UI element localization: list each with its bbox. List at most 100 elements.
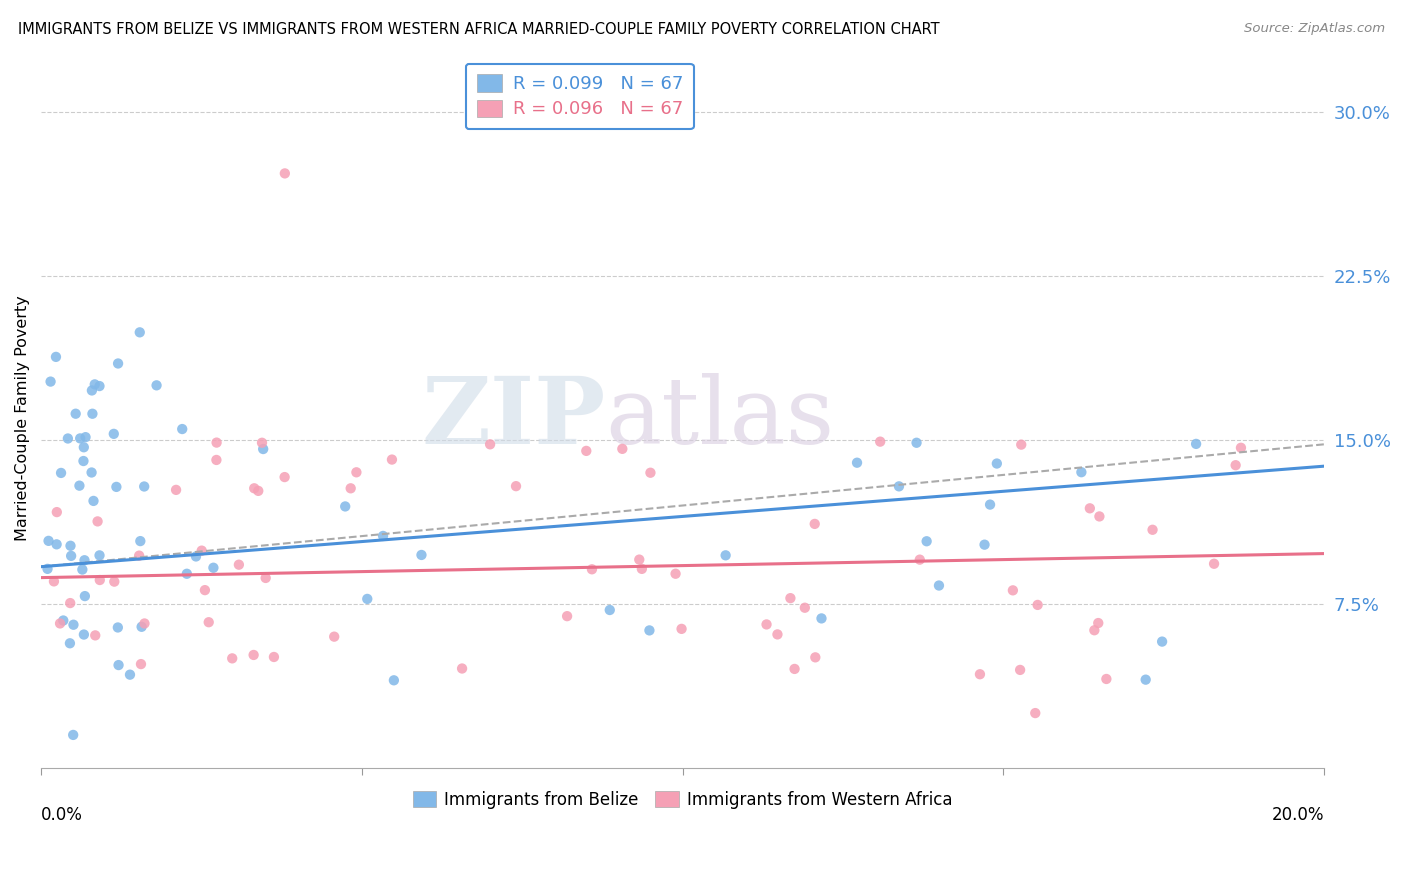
Point [793, 600, 815, 615]
Point [165, 483, 187, 497]
Text: 0.0%: 0.0% [41, 806, 83, 824]
Point [599, 603, 621, 617]
Point [69, 431, 91, 445]
Point [1070, 465, 1092, 479]
Point [1024, 706, 1046, 720]
Point [52, 614, 75, 628]
Point [628, 552, 651, 566]
Point [1010, 663, 1032, 677]
Point [979, 498, 1001, 512]
Point [671, 622, 693, 636]
Point [228, 558, 250, 572]
Point [62, 728, 84, 742]
Point [49, 616, 72, 631]
Point [755, 617, 778, 632]
Point [221, 651, 243, 665]
Point [80, 384, 103, 398]
Point [1185, 437, 1208, 451]
Point [1225, 458, 1247, 473]
Text: IMMIGRANTS FROM BELIZE VS IMMIGRANTS FROM WESTERN AFRICA MARRIED-COUPLE FAMILY P: IMMIGRANTS FROM BELIZE VS IMMIGRANTS FRO… [18, 22, 939, 37]
Text: ZIP: ZIP [422, 373, 606, 463]
Point [274, 166, 297, 180]
Point [128, 549, 150, 563]
Point [581, 562, 603, 576]
Point [451, 661, 474, 675]
Point [86, 515, 108, 529]
Point [80, 466, 103, 480]
Point [134, 616, 156, 631]
Point [356, 591, 378, 606]
Point [810, 611, 832, 625]
Legend: Immigrants from Belize, Immigrants from Western Africa: Immigrants from Belize, Immigrants from … [406, 784, 959, 815]
Point [766, 627, 789, 641]
Point [505, 479, 527, 493]
Point [172, 422, 194, 436]
Point [905, 435, 928, 450]
Point [1078, 501, 1101, 516]
Point [631, 562, 654, 576]
Point [344, 465, 367, 479]
Point [72, 454, 94, 468]
Point [973, 538, 995, 552]
Point [129, 534, 152, 549]
Point [194, 583, 217, 598]
Point [382, 673, 405, 688]
Point [59, 539, 82, 553]
Point [928, 578, 950, 592]
Point [145, 378, 167, 392]
Point [1230, 441, 1253, 455]
Point [254, 571, 277, 585]
Point [103, 574, 125, 589]
Point [1202, 557, 1225, 571]
Point [89, 549, 111, 563]
Point [640, 466, 662, 480]
Point [411, 548, 433, 562]
Point [205, 435, 228, 450]
Point [846, 456, 869, 470]
Point [243, 481, 266, 495]
Point [73, 589, 96, 603]
Point [1087, 615, 1109, 630]
Point [38, 533, 60, 548]
Point [72, 563, 94, 577]
Point [89, 379, 111, 393]
Point [779, 591, 801, 606]
Point [205, 453, 228, 467]
Point [915, 534, 938, 549]
Point [263, 650, 285, 665]
Point [82, 494, 104, 508]
Point [59, 596, 82, 610]
Point [969, 667, 991, 681]
Point [39, 375, 62, 389]
Point [118, 667, 141, 681]
Point [335, 500, 357, 514]
Point [107, 620, 129, 634]
Point [1095, 672, 1118, 686]
Y-axis label: Married-Couple Family Poverty: Married-Couple Family Poverty [15, 295, 30, 541]
Text: atlas: atlas [606, 373, 835, 463]
Point [176, 566, 198, 581]
Point [134, 479, 156, 493]
Point [65, 407, 87, 421]
Point [131, 620, 153, 634]
Point [323, 630, 346, 644]
Point [575, 443, 598, 458]
Point [56, 432, 79, 446]
Point [103, 426, 125, 441]
Point [339, 481, 361, 495]
Point [202, 560, 225, 574]
Point [184, 549, 207, 564]
Point [107, 658, 129, 673]
Point [803, 516, 825, 531]
Point [1088, 509, 1111, 524]
Point [908, 552, 931, 566]
Point [42, 574, 65, 589]
Point [59, 636, 82, 650]
Point [612, 442, 634, 456]
Point [242, 648, 264, 662]
Point [273, 470, 295, 484]
Point [67, 478, 90, 492]
Point [783, 662, 806, 676]
Point [479, 437, 502, 451]
Text: 20.0%: 20.0% [1271, 806, 1324, 824]
